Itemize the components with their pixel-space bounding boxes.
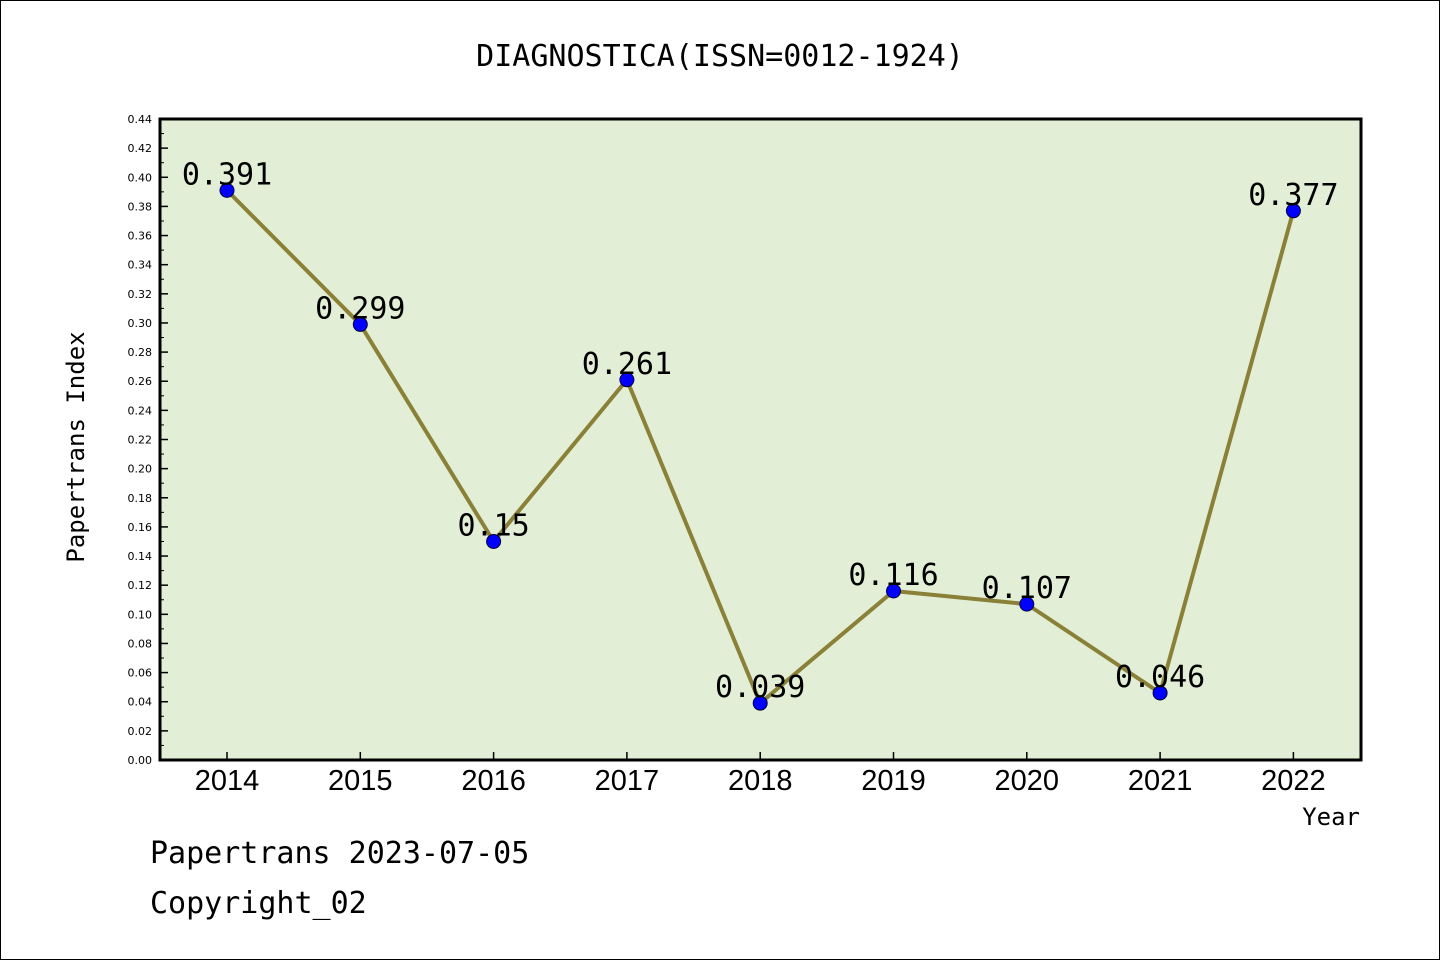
data-label: 0.15 xyxy=(457,508,529,543)
y-tick-label: 0.40 xyxy=(128,171,153,184)
y-tick-label: 0.06 xyxy=(128,667,153,680)
y-tick-label: 0.42 xyxy=(128,142,153,155)
x-tick-label: 2015 xyxy=(328,765,393,797)
chart-title: DIAGNOSTICA(ISSN=0012-1924) xyxy=(476,39,964,74)
y-tick-label: 0.22 xyxy=(128,434,153,447)
y-tick-label: 0.04 xyxy=(128,696,153,709)
x-tick-label: 2021 xyxy=(1128,765,1193,797)
x-tick-label: 2020 xyxy=(995,765,1060,797)
y-tick-label: 0.28 xyxy=(128,346,153,359)
plot-area xyxy=(158,117,1363,762)
data-point xyxy=(1152,685,1168,701)
data-point xyxy=(1019,596,1035,612)
y-tick-label: 0.34 xyxy=(128,259,153,272)
data-label: 0.116 xyxy=(848,558,938,593)
data-point xyxy=(352,316,368,332)
data-label: 0.391 xyxy=(182,157,272,192)
data-label: 0.261 xyxy=(582,347,672,382)
x-tick-label: 2014 xyxy=(195,765,260,797)
data-point xyxy=(752,695,768,711)
x-tick-label: 2022 xyxy=(1261,765,1326,797)
footer-stamp: Papertrans 2023-07-05 xyxy=(150,836,530,871)
y-tick-label: 0.26 xyxy=(128,375,153,388)
y-tick-label: 0.36 xyxy=(128,230,153,243)
data-point xyxy=(619,372,635,388)
y-tick-label: 0.24 xyxy=(128,404,153,417)
y-tick-label: 0.38 xyxy=(128,200,153,213)
y-tick-label: 0.32 xyxy=(128,288,153,301)
y-tick-label: 0.16 xyxy=(128,521,153,534)
y-tick-label: 0.12 xyxy=(128,579,153,592)
x-tick-label: 2016 xyxy=(461,765,526,797)
x-axis-label: Year xyxy=(1302,803,1360,831)
y-tick-label: 0.14 xyxy=(128,550,153,563)
y-tick-label: 0.00 xyxy=(128,754,153,767)
data-label: 0.299 xyxy=(315,291,405,326)
data-label: 0.107 xyxy=(982,571,1072,606)
y-tick-label: 0.44 xyxy=(128,113,153,126)
y-tick-label: 0.08 xyxy=(128,637,153,650)
data-label: 0.039 xyxy=(715,670,805,705)
data-point xyxy=(1285,203,1301,219)
y-tick-label: 0.18 xyxy=(128,492,153,505)
y-tick-label: 0.10 xyxy=(128,608,153,621)
data-point xyxy=(219,182,235,198)
data-label: 0.377 xyxy=(1248,178,1338,213)
data-point xyxy=(486,533,502,549)
data-point xyxy=(886,583,901,599)
x-tick-label: 2017 xyxy=(595,765,660,797)
data-labels: 0.391 0.299 0.15 0.261 0.039 0.116 0.107 0.046 0… xyxy=(182,157,1339,705)
y-tick-label: 0.30 xyxy=(128,317,153,330)
x-tick-label: 2018 xyxy=(728,765,793,797)
x-axis: 2014 2015 2016 2017 2018 2019 2020 2021 2022 xyxy=(195,752,1326,797)
data-markers xyxy=(219,182,1301,711)
y-tick-label: 0.20 xyxy=(128,463,153,476)
y-tick-label: 0.02 xyxy=(128,725,153,738)
y-axis-label: Papertrans Index xyxy=(62,331,90,562)
y-axis: 0.00 0.02 0.04 0.06 0.08 0.10 0.12 0.14 0.16 0.18… xyxy=(128,113,168,767)
footer-copyright: Copyright_02 xyxy=(150,886,367,921)
x-tick-label: 2019 xyxy=(861,765,926,797)
data-label: 0.046 xyxy=(1115,660,1205,695)
